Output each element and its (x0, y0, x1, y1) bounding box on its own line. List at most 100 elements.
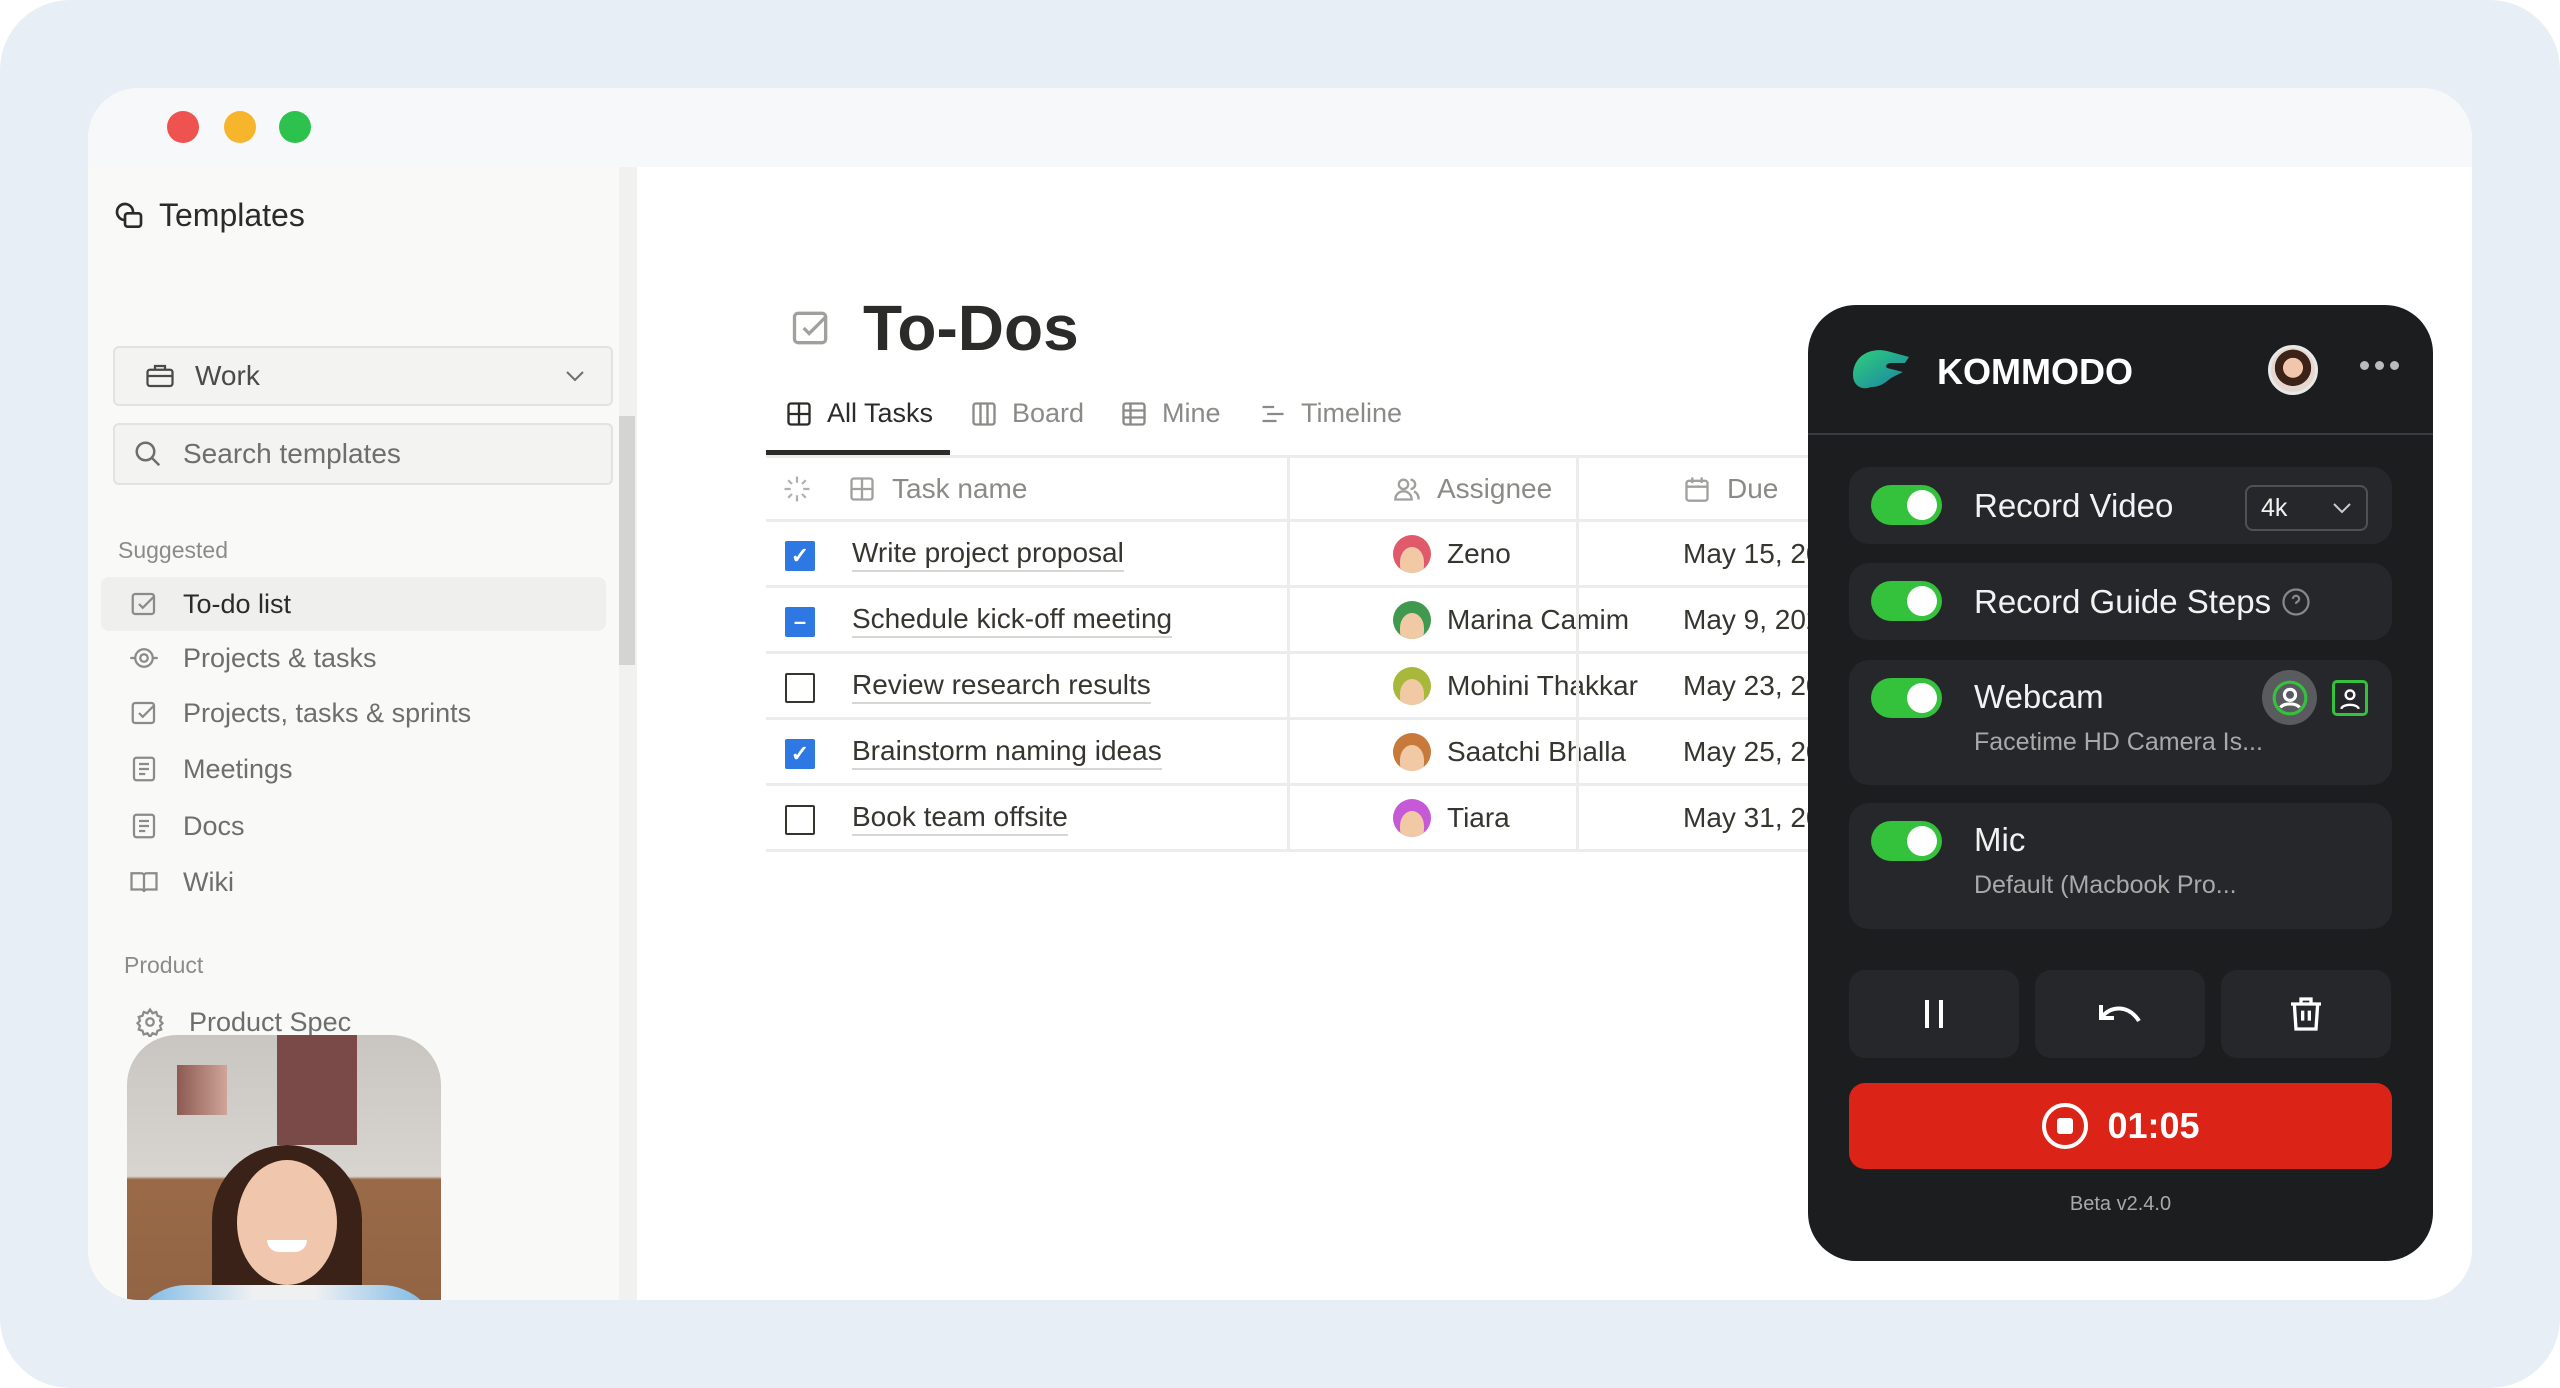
video-quality-select[interactable]: 4k (2245, 485, 2368, 531)
title-bar (88, 88, 2472, 167)
document-icon (132, 756, 156, 782)
templates-icon (115, 202, 143, 228)
table-row[interactable]: – Schedule kick-off meeting Marina Camim… (766, 588, 1866, 654)
briefcase-icon (146, 364, 174, 388)
header-divider (1808, 433, 2433, 435)
delete-button[interactable] (2221, 970, 2391, 1058)
document-icon (132, 813, 156, 839)
sidebar-item-label: Docs (183, 810, 245, 841)
column-header-assignee[interactable]: Assignee (1393, 458, 1552, 519)
task-name[interactable]: Write project proposal (852, 536, 1124, 572)
option-label: Mic (1974, 821, 2026, 858)
undo-icon (2099, 1005, 2141, 1023)
version-label: Beta v2.4.0 (2069, 1193, 2172, 1215)
assignee-avatar (1393, 600, 1431, 639)
calendar-icon (1685, 476, 1709, 502)
mic-device[interactable]: Default (Macbook Pro... (1974, 871, 2237, 899)
pause-button[interactable] (1849, 970, 2019, 1058)
webcam-toggle[interactable] (1871, 678, 1942, 718)
assignee-avatar (1393, 666, 1431, 705)
sidebar-item-product-spec[interactable]: Product Spec (107, 995, 612, 1049)
sidebar-header: Templates (113, 197, 305, 234)
sidebar-item-wiki[interactable]: Wiki (101, 855, 606, 909)
table-icon (1122, 401, 1146, 426)
chevron-down-icon (2333, 503, 2351, 514)
webcam-shape-circle-button[interactable] (2262, 670, 2317, 725)
webcam-preview-bubble[interactable] (127, 1035, 441, 1300)
table-icon (787, 401, 811, 426)
webcam-device[interactable]: Facetime HD Camera Is... (1974, 728, 2263, 756)
assignee-avatar (1393, 732, 1431, 771)
tabs-divider (766, 455, 1866, 458)
background-curtain (277, 1035, 357, 1145)
tab-all-tasks[interactable]: All Tasks (785, 398, 933, 429)
sidebar-scrollbar-thumb[interactable] (619, 416, 635, 665)
webcam-shape-square-button[interactable] (2332, 680, 2368, 716)
option-label: Record Video (1974, 487, 2174, 524)
record-guide-steps-toggle[interactable] (1871, 581, 1942, 621)
sidebar-item-to-do-list[interactable]: To-do list (101, 577, 606, 631)
task-checkbox[interactable] (785, 673, 815, 703)
sidebar-scrollbar-track[interactable] (619, 167, 637, 1300)
close-window-button[interactable] (167, 111, 199, 143)
assignee-name: Mohini Thakkar (1447, 669, 1638, 701)
active-tab-indicator (766, 450, 950, 455)
sidebar-item-projects-tasks-sprints[interactable]: Projects, tasks & sprints (101, 686, 606, 740)
pause-icon (1925, 1000, 1943, 1028)
stop-recording-button[interactable]: 01:05 (1849, 1083, 2392, 1169)
task-name[interactable]: Brainstorm naming ideas (852, 734, 1162, 770)
assignee-avatar (1393, 534, 1431, 573)
sidebar-title: Templates (159, 197, 305, 233)
sidebar-item-label: To-do list (183, 588, 292, 619)
option-label: Record Guide Steps (1974, 583, 2272, 620)
minimize-window-button[interactable] (224, 111, 256, 143)
task-checkbox[interactable]: – (785, 607, 815, 637)
workspace-select-value: Work (195, 360, 260, 391)
checkbox-icon (792, 311, 828, 345)
task-checkbox[interactable] (785, 805, 815, 835)
kommodo-recorder-panel: KOMMODO Record Video 4k Record Guide Ste… (1808, 305, 2433, 1261)
task-checkbox[interactable]: ✓ (785, 541, 815, 571)
task-name[interactable]: Book team offsite (852, 800, 1068, 836)
book-icon (130, 872, 158, 893)
workspace-select[interactable]: Work (113, 346, 613, 406)
column-label: Due (1727, 472, 1779, 504)
templates-sidebar: Templates Work Search templates Suggeste… (88, 167, 637, 1300)
table-row[interactable]: ✓ Write project proposal Zeno May 15, 20… (766, 522, 1866, 588)
sidebar-item-projects-tasks[interactable]: Projects & tasks (101, 631, 606, 685)
chevron-down-icon (566, 371, 584, 382)
tab-label: All Tasks (827, 398, 934, 428)
people-icon (1394, 478, 1420, 501)
restart-button[interactable] (2035, 970, 2205, 1058)
user-avatar[interactable] (2268, 345, 2318, 395)
person-shirt (127, 1285, 441, 1300)
record-video-toggle[interactable] (1871, 485, 1942, 525)
help-icon[interactable] (2281, 587, 2311, 617)
maximize-window-button[interactable] (279, 111, 311, 143)
tab-mine[interactable]: Mine (1120, 398, 1221, 429)
sidebar-item-docs[interactable]: Docs (101, 799, 606, 853)
task-name[interactable]: Schedule kick-off meeting (852, 602, 1173, 638)
table-icon (850, 476, 874, 501)
column-header-task-name[interactable]: Task name (848, 458, 1027, 519)
loading-spinner-icon (782, 458, 812, 519)
trash-icon (2291, 997, 2321, 1031)
table-row[interactable]: Book team offsite Tiara May 31, 2023 (766, 786, 1866, 852)
tab-timeline[interactable]: Timeline (1259, 398, 1402, 429)
task-checkbox[interactable]: ✓ (785, 739, 815, 769)
tab-label: Timeline (1301, 398, 1403, 428)
search-templates-input[interactable]: Search templates (113, 423, 613, 485)
tab-label: Board (1012, 398, 1085, 428)
sidebar-item-label: Projects & tasks (183, 642, 377, 673)
target-icon (130, 648, 158, 668)
table-row[interactable]: ✓ Brainstorm naming ideas Saatchi Bhalla… (766, 720, 1866, 786)
more-options-icon[interactable] (2360, 361, 2399, 370)
column-label: Assignee (1437, 472, 1553, 504)
table-row[interactable]: Review research results Mohini Thakkar M… (766, 654, 1866, 720)
task-name[interactable]: Review research results (852, 668, 1151, 704)
assignee-name: Marina Camim (1447, 603, 1630, 635)
mic-toggle[interactable] (1871, 821, 1942, 861)
tab-board[interactable]: Board (970, 398, 1084, 429)
sidebar-item-meetings[interactable]: Meetings (101, 742, 606, 796)
column-header-due[interactable]: Due (1683, 458, 1778, 519)
